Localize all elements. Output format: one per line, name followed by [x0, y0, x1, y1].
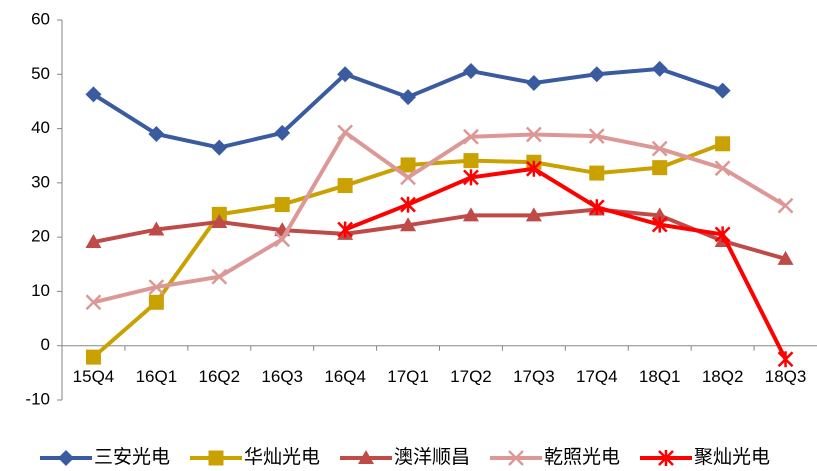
data-point: [777, 250, 794, 265]
data-point: [525, 160, 542, 177]
data-point: [211, 213, 228, 228]
data-point: [400, 217, 417, 232]
data-point: [652, 160, 668, 176]
data-point: [400, 169, 416, 186]
legend-marker: [208, 450, 224, 466]
data-point: [337, 178, 353, 194]
legend-marker: [58, 450, 74, 466]
data-point: [400, 196, 416, 213]
x-tick-label: 16Q1: [136, 367, 178, 386]
data-point: [588, 199, 605, 216]
x-tick-label: 18Q2: [702, 367, 744, 386]
data-point: [777, 351, 794, 368]
x-tick-label: 15Q4: [73, 367, 115, 386]
legend-label: 华灿光电: [244, 446, 320, 468]
legend-label: 聚灿光电: [694, 446, 770, 468]
data-point: [211, 139, 228, 156]
y-tick-label: 20: [31, 227, 50, 246]
data-point: [714, 160, 731, 177]
x-tick-label: 17Q3: [513, 367, 555, 386]
y-tick-label: 50: [31, 64, 50, 83]
data-point: [85, 234, 102, 249]
y-tick-label: 40: [31, 118, 50, 137]
data-point: [148, 126, 165, 142]
data-point: [525, 74, 542, 91]
legend-marker: [508, 450, 524, 466]
data-point: [651, 140, 668, 157]
data-point: [525, 126, 542, 143]
data-point: [588, 66, 605, 83]
y-tick-label: 60: [31, 9, 50, 28]
data-point: [148, 279, 165, 295]
x-tick-label: 18Q1: [639, 367, 681, 386]
data-point: [651, 60, 668, 77]
data-point: [463, 169, 479, 186]
y-tick-label: 30: [31, 172, 50, 191]
series-line: [92, 66, 724, 150]
data-point: [589, 165, 605, 181]
data-point: [462, 207, 479, 222]
data-point: [462, 63, 479, 80]
legend-label: 三安光电: [94, 446, 170, 468]
data-point: [525, 207, 542, 222]
data-point: [337, 66, 354, 83]
data-point: [85, 294, 102, 311]
data-point: [400, 157, 416, 173]
x-tick-label: 17Q1: [387, 367, 429, 386]
data-point: [651, 216, 668, 233]
data-point: [463, 153, 479, 169]
x-tick-label: 18Q3: [765, 367, 807, 386]
data-point: [714, 226, 731, 243]
data-point: [337, 221, 354, 238]
series-line: [93, 207, 787, 261]
y-tick-label: 0: [41, 335, 50, 354]
data-point: [400, 89, 417, 106]
data-point: [274, 231, 291, 248]
data-point: [337, 124, 354, 141]
data-point: [463, 128, 479, 145]
x-tick-label: 17Q4: [576, 367, 618, 386]
series-line: [344, 166, 788, 361]
x-tick-label: 17Q2: [450, 367, 492, 386]
x-tick-label: 16Q3: [261, 367, 303, 386]
y-tick-label: 10: [31, 281, 50, 300]
data-point: [85, 349, 101, 365]
legend-marker: [658, 450, 674, 466]
data-point: [714, 82, 731, 99]
data-point: [715, 136, 731, 152]
data-point: [148, 221, 165, 236]
data-point: [85, 86, 102, 103]
data-point: [651, 207, 668, 222]
data-point: [148, 294, 164, 310]
x-tick-label: 16Q2: [198, 367, 240, 386]
data-point: [211, 268, 228, 285]
y-tick-label: -10: [25, 389, 50, 408]
legend-label: 乾照光电: [544, 446, 620, 468]
legend-label: 澳洋顺昌: [394, 446, 470, 468]
data-point: [588, 128, 605, 145]
series-line: [92, 130, 787, 305]
data-point: [274, 197, 290, 213]
data-point: [274, 124, 291, 141]
x-tick-label: 16Q4: [324, 367, 366, 386]
legend-marker: [358, 450, 374, 464]
data-point: [777, 197, 794, 214]
